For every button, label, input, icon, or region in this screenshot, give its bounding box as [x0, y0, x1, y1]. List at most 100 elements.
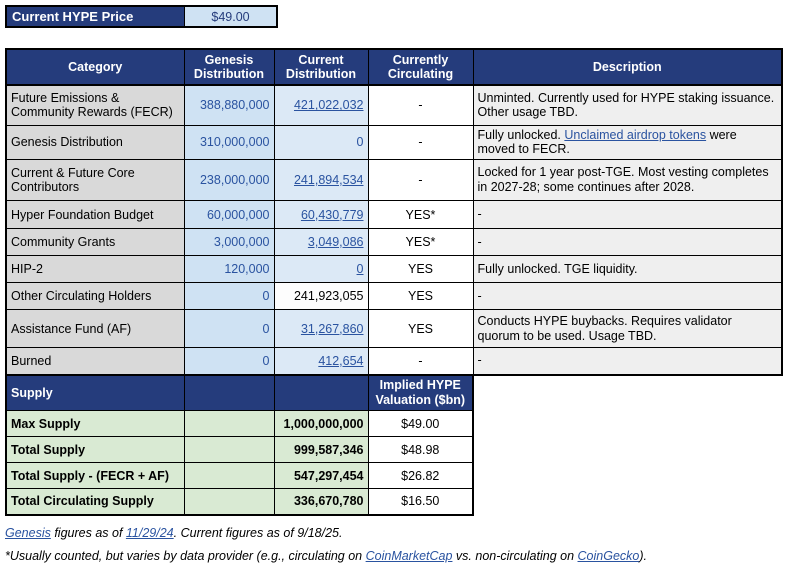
- supply-row: Total Supply 999,587,346 $48.98: [5, 436, 782, 463]
- blank-area: [473, 374, 782, 411]
- current-value-cell: 241,894,534: [273, 159, 369, 201]
- circulating-flag: YES*: [367, 200, 474, 229]
- description-cell: -: [472, 347, 783, 376]
- footnote-text: figures as of: [50, 525, 126, 540]
- header-row: Category Genesis Distribution Current Di…: [5, 48, 783, 86]
- genesis-value: 60,000,000: [183, 200, 275, 229]
- empty-header-cell: [183, 373, 275, 411]
- circulating-flag: YES: [367, 309, 474, 348]
- category-cell: Hyper Foundation Budget: [5, 200, 185, 229]
- footnote-text: . Current figures as of 9/18/25.: [173, 525, 343, 540]
- current-value-link[interactable]: 412,654: [318, 353, 364, 368]
- table-row: Burned 0 412,654 - -: [5, 347, 783, 376]
- footnote-text: ).: [639, 548, 647, 563]
- supply-value: 1,000,000,000: [273, 410, 369, 437]
- circulating-flag: YES*: [367, 228, 474, 256]
- circulating-flag: -: [367, 124, 474, 160]
- circulating-flag: YES: [367, 282, 474, 310]
- genesis-value: 0: [183, 347, 275, 375]
- col-header-category: Category: [5, 48, 185, 86]
- genesis-value: 310,000,000: [183, 124, 275, 160]
- current-value-cell: 3,049,086: [273, 228, 369, 256]
- footnote-dates: Genesis figures as of 11/29/24. Current …: [5, 523, 786, 543]
- valuation-value: $49.00: [367, 410, 474, 437]
- description-cell: Fully unlocked. Unclaimed airdrop tokens…: [472, 124, 783, 160]
- current-value-link[interactable]: 60,430,779: [300, 207, 364, 222]
- genesis-date-link[interactable]: 11/29/24: [125, 525, 174, 540]
- blank-area: [473, 410, 782, 437]
- supply-label: Total Supply - (FECR + AF): [5, 462, 185, 489]
- blank-area: [473, 462, 782, 489]
- current-value-cell: 60,430,779: [273, 200, 369, 229]
- footnote-asterisk: *Usually counted, but varies by data pro…: [5, 546, 786, 566]
- description-cell: -: [472, 282, 783, 310]
- genesis-link[interactable]: Genesis: [5, 525, 51, 540]
- supply-value: 336,670,780: [273, 488, 369, 516]
- empty-supply-cell: [183, 436, 275, 463]
- price-box-label: Current HYPE Price: [7, 7, 185, 26]
- supply-row: Total Supply - (FECR + AF) 547,297,454 $…: [5, 462, 782, 489]
- valuation-value: $26.82: [367, 462, 474, 489]
- footnote-text: *Usually counted, but varies by data pro…: [5, 548, 366, 563]
- price-box-value: $49.00: [185, 7, 276, 26]
- description-text: were moved to FECR.: [477, 127, 737, 157]
- description-cell: Unminted. Currently used for HYPE stakin…: [472, 84, 783, 126]
- empty-supply-cell: [183, 462, 275, 489]
- empty-supply-cell: [183, 410, 275, 437]
- unclaimed-airdrop-tokens-link[interactable]: Unclaimed airdrop tokens: [564, 127, 707, 142]
- current-value-link[interactable]: 3,049,086: [307, 235, 364, 249]
- current-value-link[interactable]: 241,894,534: [293, 173, 364, 187]
- current-value-cell: 241,923,055: [273, 282, 369, 310]
- valuation-value: $48.98: [367, 436, 474, 463]
- category-cell: Other Circulating Holders: [5, 282, 185, 310]
- table-row: Future Emissions & Community Rewards (FE…: [5, 84, 783, 126]
- table-row: Current & Future Core Contributors 238,0…: [5, 159, 783, 201]
- distribution-table: Category Genesis Distribution Current Di…: [5, 48, 783, 516]
- description-cell: -: [472, 228, 783, 256]
- circulating-flag: -: [367, 84, 474, 126]
- category-cell: HIP-2: [5, 255, 185, 283]
- coinmarketcap-link[interactable]: CoinMarketCap: [365, 548, 453, 563]
- supply-header-row: Supply Implied HYPE Valuation ($bn): [5, 373, 782, 411]
- valuation-value: $16.50: [367, 488, 474, 516]
- current-value-link[interactable]: 0: [356, 262, 364, 276]
- current-value-cell: 0: [273, 255, 369, 283]
- genesis-value: 0: [183, 282, 275, 310]
- category-cell: Assistance Fund (AF): [5, 309, 185, 348]
- blank-area: [473, 436, 782, 463]
- description-cell: Locked for 1 year post-TGE. Most vesting…: [472, 159, 783, 201]
- category-cell: Current & Future Core Contributors: [5, 159, 185, 201]
- description-cell: Conducts HYPE buybacks. Requires validat…: [472, 309, 783, 348]
- circulating-flag: -: [367, 159, 474, 201]
- blank-area: [473, 488, 782, 515]
- empty-header-cell: [273, 373, 369, 411]
- current-value-link[interactable]: 421,022,032: [293, 98, 364, 113]
- category-cell: Burned: [5, 347, 185, 375]
- supply-value: 547,297,454: [273, 462, 369, 489]
- description-text: Fully unlocked.: [477, 127, 565, 142]
- col-header-currently-circulating: Currently Circulating: [367, 48, 474, 86]
- current-value-cell: 421,022,032: [273, 84, 369, 126]
- table-row: Assistance Fund (AF) 0 31,267,860 YES Co…: [5, 309, 783, 348]
- supply-value: 999,587,346: [273, 436, 369, 463]
- current-value-cell: 412,654: [273, 347, 369, 375]
- current-value-cell: 31,267,860: [273, 309, 369, 348]
- coingecko-link[interactable]: CoinGecko: [577, 548, 640, 563]
- table-row: Community Grants 3,000,000 3,049,086 YES…: [5, 228, 783, 256]
- category-cell: Genesis Distribution: [5, 124, 185, 160]
- genesis-value: 238,000,000: [183, 159, 275, 201]
- col-header-description: Description: [472, 48, 783, 86]
- current-value-link[interactable]: 31,267,860: [300, 321, 364, 336]
- description-cell: -: [472, 200, 783, 229]
- col-header-genesis-distribution: Genesis Distribution: [183, 48, 275, 86]
- supply-label: Max Supply: [5, 410, 185, 437]
- supply-row: Max Supply 1,000,000,000 $49.00: [5, 410, 782, 437]
- circulating-flag: YES: [367, 255, 474, 283]
- category-cell: Future Emissions & Community Rewards (FE…: [5, 84, 185, 126]
- col-header-current-distribution: Current Distribution: [273, 48, 369, 86]
- description-cell: Fully unlocked. TGE liquidity.: [472, 255, 783, 283]
- table-row: Hyper Foundation Budget 60,000,000 60,43…: [5, 200, 783, 229]
- table-row: HIP-2 120,000 0 YES Fully unlocked. TGE …: [5, 255, 783, 283]
- current-price-box: Current HYPE Price $49.00: [5, 5, 278, 28]
